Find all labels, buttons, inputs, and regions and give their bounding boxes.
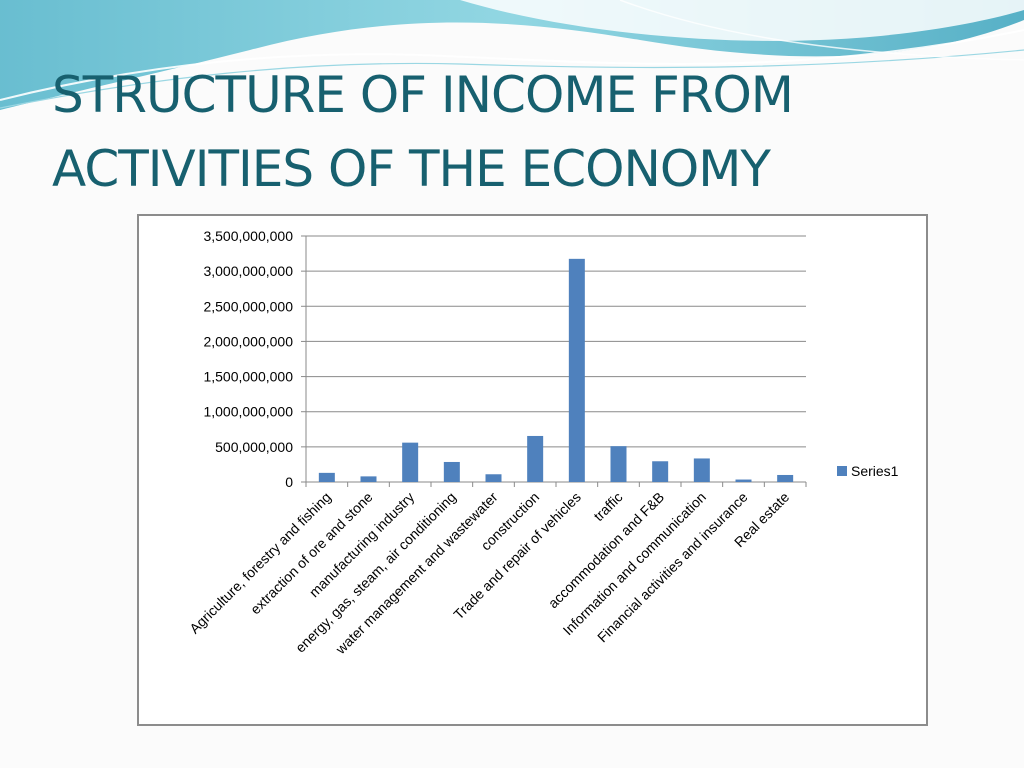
x-category-label: traffic xyxy=(590,489,625,524)
slide-title-line-2: ACTIVITIES OF THE ECONOMY xyxy=(52,140,771,198)
bar xyxy=(568,258,585,482)
y-tick-label: 1,000,000,000 xyxy=(203,404,293,420)
bar xyxy=(485,474,502,482)
chart-frame: 0 500,000,000 1,000,000,000 1,500,000,000 2,… xyxy=(137,214,928,726)
bar xyxy=(527,435,544,482)
x-category-label: Financial activities and insurance xyxy=(594,489,751,646)
bar xyxy=(360,476,377,482)
y-tick-label: 3,500,000,000 xyxy=(203,228,293,244)
y-tick-label: 3,000,000,000 xyxy=(203,263,293,279)
bar xyxy=(693,458,710,482)
y-tick-label: 2,000,000,000 xyxy=(203,333,293,349)
y-tick-label: 500,000,000 xyxy=(215,439,293,455)
bar xyxy=(735,479,752,482)
bar xyxy=(777,474,794,482)
slide-title-line-1: STRUCTURE OF INCOME FROM xyxy=(52,66,794,124)
bar xyxy=(652,461,669,482)
bar xyxy=(318,472,335,482)
y-tick-label: 2,500,000,000 xyxy=(203,298,293,314)
legend-label: Series1 xyxy=(851,463,899,479)
slide-title: STRUCTURE OF INCOME FROM ACTIVITIES OF T… xyxy=(52,58,952,206)
y-tick-label: 0 xyxy=(285,474,293,490)
y-tick-label: 1,500,000,000 xyxy=(203,369,293,385)
legend-swatch xyxy=(837,466,847,476)
bar xyxy=(610,446,627,482)
bar xyxy=(402,442,419,482)
bar xyxy=(443,461,460,482)
bar-chart: 0 500,000,000 1,000,000,000 1,500,000,000 2,… xyxy=(186,228,899,658)
